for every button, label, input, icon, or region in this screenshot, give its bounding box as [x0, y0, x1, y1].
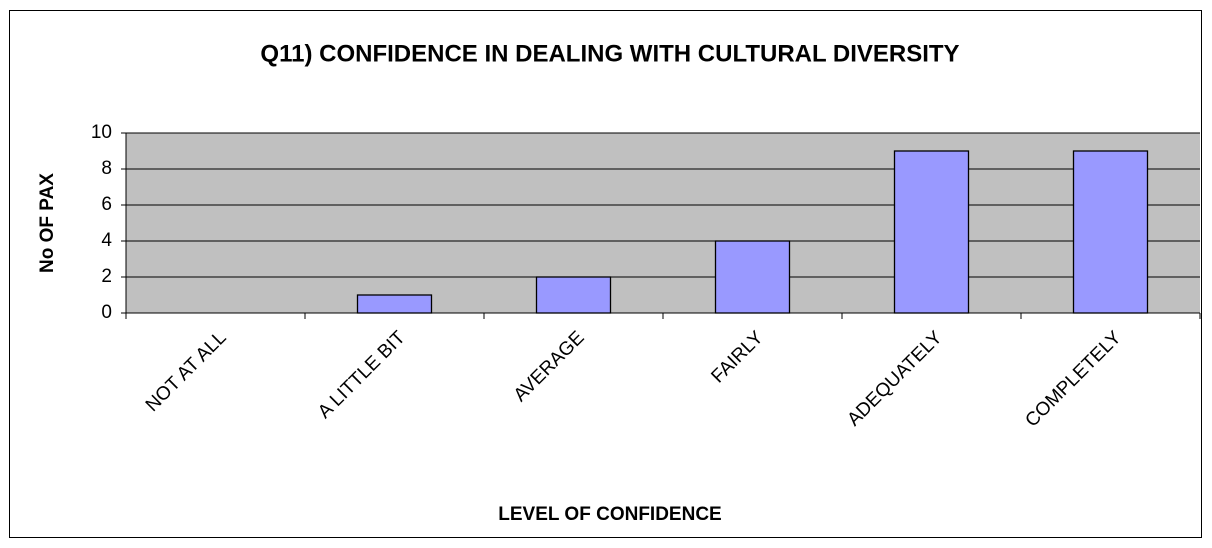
plot-area — [126, 133, 1200, 313]
x-axis-label: LEVEL OF CONFIDENCE — [498, 504, 721, 525]
y-tick-label: 0 — [101, 302, 112, 323]
y-tick-label: 6 — [101, 194, 112, 215]
y-tick-label: 8 — [101, 158, 112, 179]
y-tick-label: 4 — [101, 230, 112, 251]
y-tick-label: 10 — [91, 122, 112, 143]
bar — [893, 150, 970, 314]
y-tick-label: 2 — [101, 266, 112, 287]
chart-title: Q11) CONFIDENCE IN DEALING WITH CULTURAL… — [260, 40, 959, 67]
bar — [714, 240, 791, 314]
bar — [356, 294, 433, 314]
y-axis-label: No OF PAX — [37, 173, 58, 273]
bar — [535, 276, 612, 314]
bar — [1072, 150, 1149, 314]
